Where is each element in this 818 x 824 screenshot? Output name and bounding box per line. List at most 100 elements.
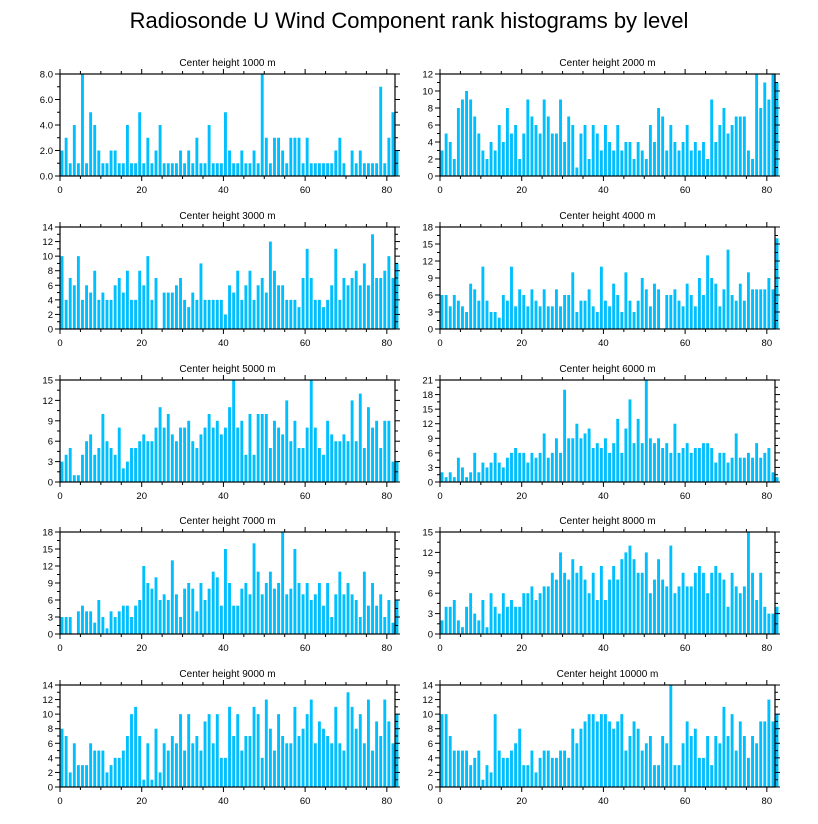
- bar: [665, 743, 669, 787]
- bar: [481, 150, 485, 176]
- bar: [542, 750, 546, 787]
- bar: [101, 163, 105, 176]
- bar: [730, 295, 734, 329]
- bar: [481, 266, 485, 329]
- bar: [734, 433, 738, 482]
- bar: [179, 278, 182, 329]
- bar: [268, 448, 272, 482]
- bar: [608, 306, 611, 329]
- bar: [538, 757, 542, 787]
- bar: [134, 299, 138, 329]
- bar: [767, 99, 771, 176]
- y-tick-label: 3: [48, 457, 53, 468]
- bar: [444, 133, 448, 176]
- bar: [665, 586, 669, 634]
- y-tick-label: 4.0: [40, 121, 53, 132]
- bar: [252, 299, 256, 329]
- bar: [89, 112, 93, 176]
- bar: [632, 159, 636, 176]
- bar: [571, 438, 575, 482]
- bar: [293, 137, 297, 176]
- bar: [391, 743, 395, 787]
- bar: [608, 142, 611, 176]
- bar: [742, 116, 746, 176]
- bar: [211, 299, 215, 329]
- bar: [301, 594, 305, 634]
- bar: [191, 163, 195, 176]
- bar: [338, 571, 342, 634]
- y-tick-label: 0.0: [40, 172, 53, 183]
- bar: [326, 420, 330, 482]
- bar: [354, 163, 358, 176]
- bar: [293, 706, 297, 787]
- bar: [187, 583, 191, 634]
- x-tick-label: 20: [516, 338, 527, 349]
- bar: [505, 606, 509, 634]
- bar: [383, 420, 387, 482]
- panel-title: Center height 4000 m: [559, 211, 655, 222]
- bar: [640, 278, 644, 329]
- y-tick-label: 10: [422, 87, 433, 98]
- bar: [199, 434, 203, 482]
- bar: [313, 163, 317, 176]
- bar: [763, 82, 767, 176]
- bar: [485, 159, 489, 176]
- y-tick-label: 0: [48, 630, 53, 641]
- x-tick-label: 80: [382, 796, 393, 807]
- bar: [734, 116, 738, 176]
- panel-title: Center height 6000 m: [559, 364, 655, 375]
- bar: [252, 543, 256, 634]
- bar: [387, 721, 391, 787]
- bar: [563, 142, 567, 176]
- bar: [579, 300, 583, 329]
- bar: [248, 163, 252, 176]
- bar: [771, 289, 775, 329]
- histogram-panel-8: Center height 8000 m 0 3 6 9 12 15 0 20 40 60 80: [422, 516, 780, 654]
- x-tick-label: 20: [516, 796, 527, 807]
- bar: [452, 295, 456, 329]
- x-tick-label: 0: [437, 491, 442, 502]
- bar: [89, 743, 93, 787]
- bar: [693, 142, 697, 176]
- bar: [755, 600, 759, 634]
- bar: [224, 112, 227, 176]
- bar: [391, 278, 395, 329]
- y-tick-label: 12: [422, 257, 433, 268]
- bar: [395, 263, 399, 329]
- bar: [648, 593, 652, 634]
- bar: [162, 427, 166, 482]
- bar: [309, 600, 313, 634]
- bar: [640, 572, 644, 634]
- bar: [657, 438, 661, 482]
- bar: [101, 414, 105, 482]
- bar: [497, 125, 501, 176]
- bar: [559, 750, 562, 787]
- bar: [481, 600, 485, 634]
- bar: [738, 593, 742, 634]
- bar: [256, 571, 260, 634]
- bar: [653, 765, 656, 787]
- bar: [121, 750, 125, 787]
- bar: [60, 617, 64, 634]
- bar: [514, 606, 518, 634]
- bar: [469, 283, 473, 329]
- bar: [228, 285, 231, 329]
- bar: [154, 150, 158, 176]
- bar: [60, 461, 64, 482]
- bar: [313, 299, 317, 329]
- bar: [97, 150, 101, 176]
- y-tick-label: 12: [422, 695, 433, 706]
- bar: [685, 586, 689, 634]
- bar: [125, 270, 129, 329]
- bar: [689, 586, 693, 634]
- bar: [224, 757, 227, 787]
- bar: [240, 150, 244, 176]
- bar: [697, 566, 701, 634]
- bar: [130, 617, 133, 634]
- bar: [81, 74, 84, 176]
- bar: [559, 306, 562, 329]
- bar: [109, 448, 113, 482]
- bar: [461, 467, 464, 482]
- y-tick-label: 12: [422, 419, 433, 430]
- bar: [224, 427, 227, 482]
